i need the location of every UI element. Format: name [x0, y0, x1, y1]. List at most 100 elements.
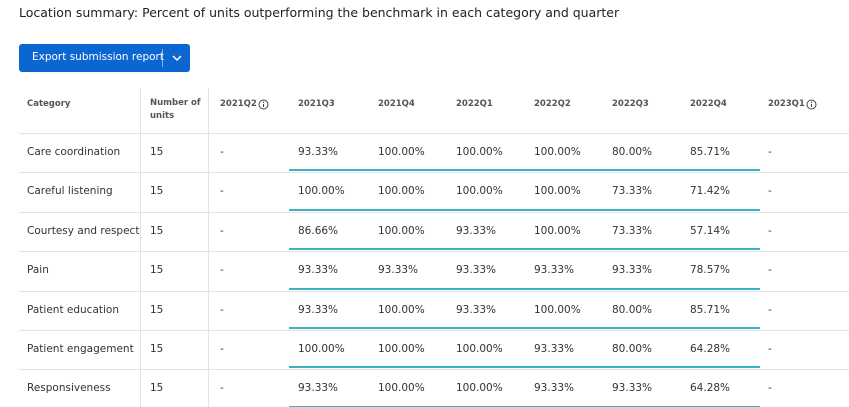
- table-cell: -: [220, 303, 224, 316]
- column-header: 2023Q1: [768, 99, 805, 109]
- row-highlight: [289, 208, 760, 211]
- table-cell: -: [220, 382, 224, 395]
- table-cell: -: [220, 146, 224, 158]
- column-header: 2022Q1: [456, 99, 493, 109]
- row-divider: [19, 211, 849, 213]
- table-cell: 100.00%: [378, 224, 425, 237]
- table-cell: Care coordination: [27, 146, 121, 158]
- table-cell: Careful listening: [27, 185, 113, 198]
- table-cell: 100.00%: [378, 382, 425, 395]
- column-header: 2022Q3: [612, 99, 649, 109]
- table-cell: 93.33%: [378, 264, 419, 277]
- column-divider: [140, 88, 141, 407]
- table-cell: Responsiveness: [27, 382, 111, 395]
- button-label[interactable]: Export submission report: [32, 51, 164, 63]
- table-cell: 93.33%: [298, 382, 339, 395]
- table-cell: 85.71%: [690, 146, 731, 158]
- table-cell: 73.33%: [612, 224, 653, 237]
- row-divider: [19, 172, 849, 174]
- table-cell: 93.33%: [456, 224, 497, 237]
- row-divider: [19, 369, 849, 371]
- header-divider: [19, 133, 849, 134]
- table-cell: -: [768, 146, 772, 158]
- table-cell: 15: [150, 382, 164, 395]
- dropdown-chevron[interactable]: [171, 53, 183, 63]
- table-cell: 93.33%: [456, 303, 497, 316]
- table-cell: 93.33%: [298, 264, 339, 277]
- table-cell: 93.33%: [456, 264, 497, 277]
- table-cell: 100.00%: [456, 382, 503, 395]
- table-cell: 100.00%: [378, 185, 425, 198]
- table-cell: Patient engagement: [27, 343, 134, 355]
- info-icon[interactable]: [806, 99, 817, 110]
- table-cell: 64.28%: [690, 382, 731, 395]
- table-cell: -: [768, 382, 772, 395]
- button-divider: [162, 49, 163, 67]
- table-cell: 80.00%: [612, 303, 653, 316]
- table-cell: 71.42%: [690, 185, 731, 198]
- table-cell: 100.00%: [534, 224, 581, 237]
- table-cell: 73.33%: [612, 185, 653, 198]
- table-cell: 85.71%: [690, 303, 731, 316]
- table-cell: -: [220, 185, 224, 198]
- table-cell: 15: [150, 185, 164, 198]
- row-highlight: [289, 366, 760, 369]
- column-divider: [208, 88, 209, 407]
- table-cell: 93.33%: [298, 303, 339, 316]
- table-cell: 100.00%: [378, 343, 425, 355]
- table-cell: 15: [150, 224, 164, 237]
- table-cell: -: [220, 343, 224, 355]
- table-cell: 100.00%: [298, 343, 345, 355]
- column-header: 2021Q4: [378, 99, 415, 109]
- page-title: Location summary: Percent of units outpe…: [19, 5, 620, 20]
- table-cell: 100.00%: [534, 185, 581, 198]
- table-cell: 100.00%: [534, 303, 581, 316]
- column-header: Number of units: [150, 98, 201, 121]
- table-cell: 80.00%: [612, 146, 653, 158]
- table-cell: -: [220, 264, 224, 277]
- table-cell: 93.33%: [612, 264, 653, 277]
- table-cell: -: [220, 224, 224, 237]
- table-cell: 100.00%: [298, 185, 345, 198]
- table-cell: 93.33%: [612, 382, 653, 395]
- column-header: Category: [27, 99, 71, 109]
- column-header: 2021Q2: [220, 99, 257, 109]
- table-cell: -: [768, 343, 772, 355]
- table-cell: 64.28%: [690, 343, 731, 355]
- table-cell: -: [768, 224, 772, 237]
- row-divider: [19, 290, 849, 292]
- table-cell: Patient education: [27, 303, 119, 316]
- table-cell: 100.00%: [378, 303, 425, 316]
- table-cell: 86.66%: [298, 224, 339, 237]
- table-cell: 57.14%: [690, 224, 731, 237]
- row-highlight: [289, 287, 760, 290]
- table-cell: -: [768, 264, 772, 277]
- table-cell: -: [768, 185, 772, 198]
- export-button[interactable]: Export submission report: [19, 44, 190, 72]
- row-highlight: [289, 327, 760, 329]
- table-cell: 15: [150, 264, 164, 277]
- table-cell: -: [768, 303, 772, 316]
- row-divider: [19, 251, 849, 253]
- table-cell: 100.00%: [534, 146, 581, 158]
- table-cell: 93.33%: [534, 264, 575, 277]
- table-cell: 93.33%: [298, 146, 339, 158]
- column-header: 2022Q2: [534, 99, 571, 109]
- table-cell: 80.00%: [612, 343, 653, 355]
- table-cell: 15: [150, 343, 164, 355]
- row-divider: [19, 330, 849, 331]
- table-cell: 100.00%: [456, 146, 503, 158]
- info-icon[interactable]: [258, 99, 269, 110]
- table-cell: 93.33%: [534, 382, 575, 395]
- table-cell: 100.00%: [456, 185, 503, 198]
- column-header: 2021Q3: [298, 99, 335, 109]
- table-cell: 100.00%: [456, 343, 503, 355]
- table-cell: 100.00%: [378, 146, 425, 158]
- table-cell: 78.57%: [690, 264, 731, 277]
- table-cell: 93.33%: [534, 343, 575, 355]
- column-header: 2022Q4: [690, 99, 727, 109]
- row-highlight: [289, 405, 760, 407]
- row-highlight: [289, 248, 760, 251]
